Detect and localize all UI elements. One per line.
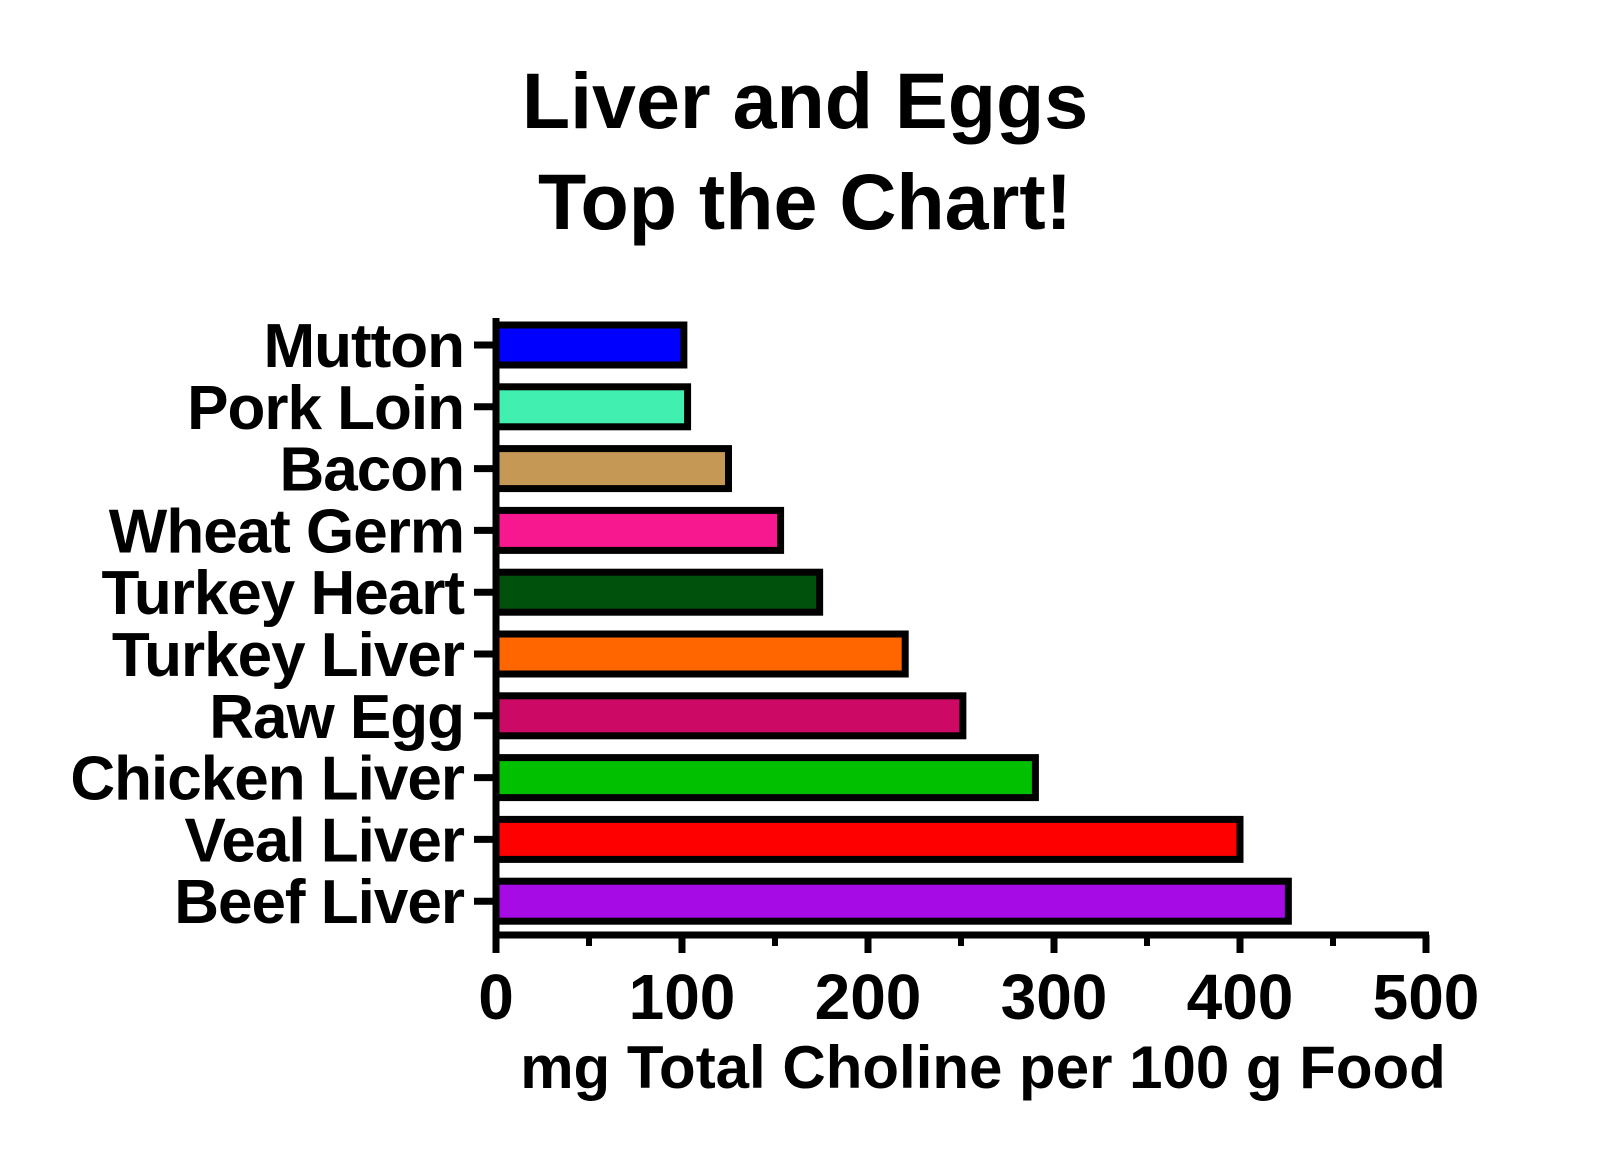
x-tick-label-100: 100: [629, 961, 736, 1033]
x-tick-label-300: 300: [1001, 961, 1108, 1033]
bar-chicken-liver: [492, 754, 1039, 802]
x-tick-label-200: 200: [815, 961, 922, 1033]
bar-turkey-heart: [492, 568, 824, 616]
category-label-turkey-heart: Turkey Heart: [102, 559, 465, 628]
category-label-veal-liver: Veal Liver: [184, 806, 464, 875]
bar-raw-egg: [492, 692, 967, 740]
x-tick-label-500: 500: [1373, 961, 1480, 1033]
chart-title-line-1: Liver and Eggs: [522, 56, 1088, 145]
bar-mutton: [492, 321, 688, 369]
category-label-wheat-germ: Wheat Germ: [109, 497, 464, 566]
category-label-turkey-liver: Turkey Liver: [112, 621, 465, 690]
category-label-chicken-liver: Chicken Liver: [70, 745, 464, 814]
category-label-raw-egg: Raw Egg: [209, 683, 464, 752]
bar-beef-liver: [492, 877, 1292, 925]
category-label-beef-liver: Beef Liver: [174, 868, 465, 937]
x-tick-label-400: 400: [1187, 961, 1294, 1033]
category-label-pork-loin: Pork Loin: [187, 374, 464, 443]
chart-title-line-2: Top the Chart!: [538, 157, 1072, 246]
category-label-bacon: Bacon: [280, 436, 464, 505]
bar-bacon: [492, 445, 732, 493]
x-tick-label-0: 0: [478, 961, 514, 1033]
bar-wheat-germ: [492, 506, 785, 554]
bar-pork-loin: [492, 383, 692, 431]
category-label-mutton: Mutton: [263, 312, 464, 381]
bar-veal-liver: [492, 815, 1244, 863]
bar-turkey-liver: [492, 630, 909, 678]
x-axis-title: mg Total Choline per 100 g Food: [520, 1034, 1446, 1101]
